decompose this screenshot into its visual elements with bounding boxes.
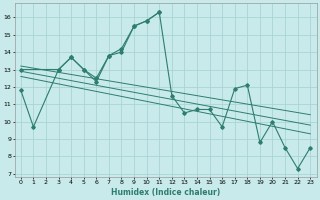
X-axis label: Humidex (Indice chaleur): Humidex (Indice chaleur) xyxy=(111,188,220,197)
